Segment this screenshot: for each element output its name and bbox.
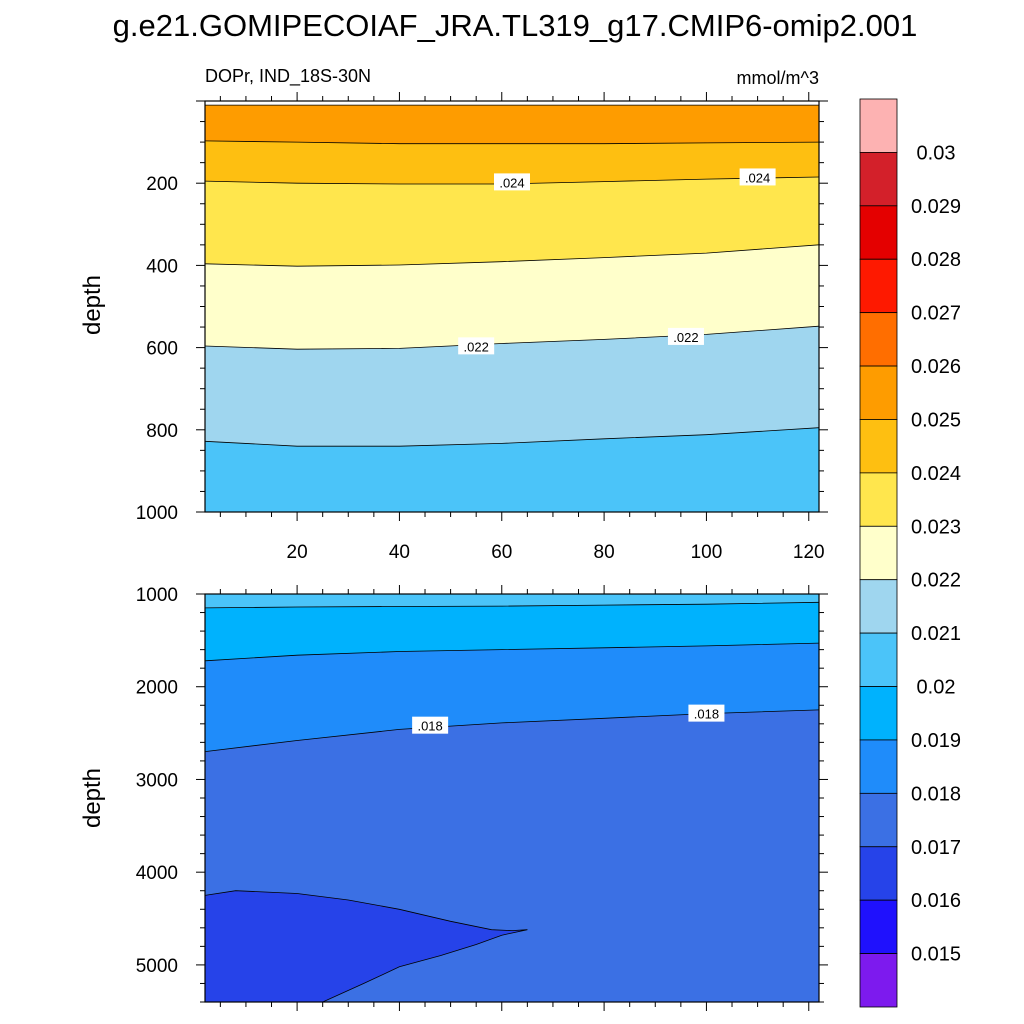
contour-label-box [688,704,725,722]
contour-line-0.02 [204,601,820,609]
colorbar-label: 0.016 [911,890,961,912]
colorbar-swatch [859,525,898,581]
upper-contour-panel: 20 40 60 80 100 120 200 400 600 800 1000 depth .024.… [79,92,828,563]
colorbar-swatch [859,152,898,207]
contour-label-box [412,716,449,734]
colorbar-label: 0.024 [911,463,961,485]
contour-label: .022 [673,330,698,345]
colorbar-label: 0.019 [911,730,961,752]
colorbar-swatch [859,312,898,367]
y-tick-label: 1000 [136,585,178,606]
colorbar-label: 0.026 [911,356,961,378]
colorbar-swatch [859,205,898,260]
contour-line-0.019 [204,642,820,662]
y-tick-label: 5000 [136,956,178,977]
x-tick-label: 80 [594,542,615,563]
x-tick-label: 120 [793,542,825,563]
y-tick-label: 600 [146,339,178,360]
y-tick-label: 2000 [136,678,178,699]
colorbar-swatch [859,365,898,420]
colorbar-label: 0.027 [911,303,961,325]
colorbar-swatch [859,258,898,314]
y-tick-label: 3000 [136,770,178,791]
y-tick-label: 1000 [136,503,178,524]
colorbar-label: 0.03 [917,142,956,164]
colorbar-swatch [859,899,898,954]
y-tick-label: 400 [146,256,178,277]
y-tick-label: 200 [146,174,178,195]
contour-label-box [667,327,704,345]
contour-label-box [494,173,530,191]
contour-line-0.025 [204,140,820,145]
colorbar-swatch [859,472,898,527]
colorbar-swatch [859,579,898,634]
contour-label: .022 [464,339,489,354]
y-axis-label: depth [79,275,106,335]
colorbar: 0.03 0.029 0.028 0.027 0.026 0.025 0.024 0.023 0… [859,98,961,1008]
figure-title: g.e21.GOMIPECOIAF_JRA.TL319_g17.CMIP6-om… [113,8,918,43]
contour-label: .024 [499,175,524,190]
contour-line-0.023 [204,244,820,267]
contour-label: .018 [417,719,442,734]
x-tick-label: 40 [389,542,410,563]
lower-contour-panel: 1000 2000 3000 4000 5000 depth .018 .018 [79,585,828,1011]
contour-label-box [739,168,776,186]
contour-label: .018 [694,707,719,722]
y-axis-label: depth [79,768,106,828]
x-tick-label: 20 [287,542,308,563]
left-subtitle: DOPr, IND_18S-30N [205,66,371,87]
colorbar-label: 0.017 [911,837,961,859]
contour-line-0.021 [204,427,820,447]
colorbar-label: 0.021 [911,623,961,645]
colorbar-swatch [859,846,898,901]
panel-background [205,101,819,106]
contour-band-0.017 [204,890,528,1003]
x-tick-label: 100 [691,542,723,563]
colorbar-label: 0.025 [911,409,961,431]
colorbar-label: 0.02 [917,677,956,699]
y-tick-label: 800 [146,421,178,442]
colorbar-swatch [859,98,898,153]
colorbar-label: 0.028 [911,249,961,271]
colorbar-label: 0.015 [911,944,961,966]
colorbar-label: 0.029 [911,196,961,218]
colorbar-label: 0.023 [911,516,961,538]
colorbar-swatch [859,419,898,474]
contour-line-0.022 [204,325,820,350]
colorbar-label: 0.022 [911,570,961,592]
colorbar-swatch [859,792,898,848]
colorbar-swatch [859,739,898,794]
colorbar-swatch [859,686,898,741]
right-subtitle: mmol/m^3 [737,68,819,88]
colorbar-label: 0.018 [911,783,961,805]
y-tick-label: 4000 [136,863,178,884]
contour-band-0.021 [205,427,819,512]
colorbar-swatch [859,632,898,687]
contour-label-box [458,337,495,355]
contour-label: .024 [745,170,770,185]
x-tick-label: 60 [491,542,512,563]
colorbar-swatch [859,953,898,1008]
